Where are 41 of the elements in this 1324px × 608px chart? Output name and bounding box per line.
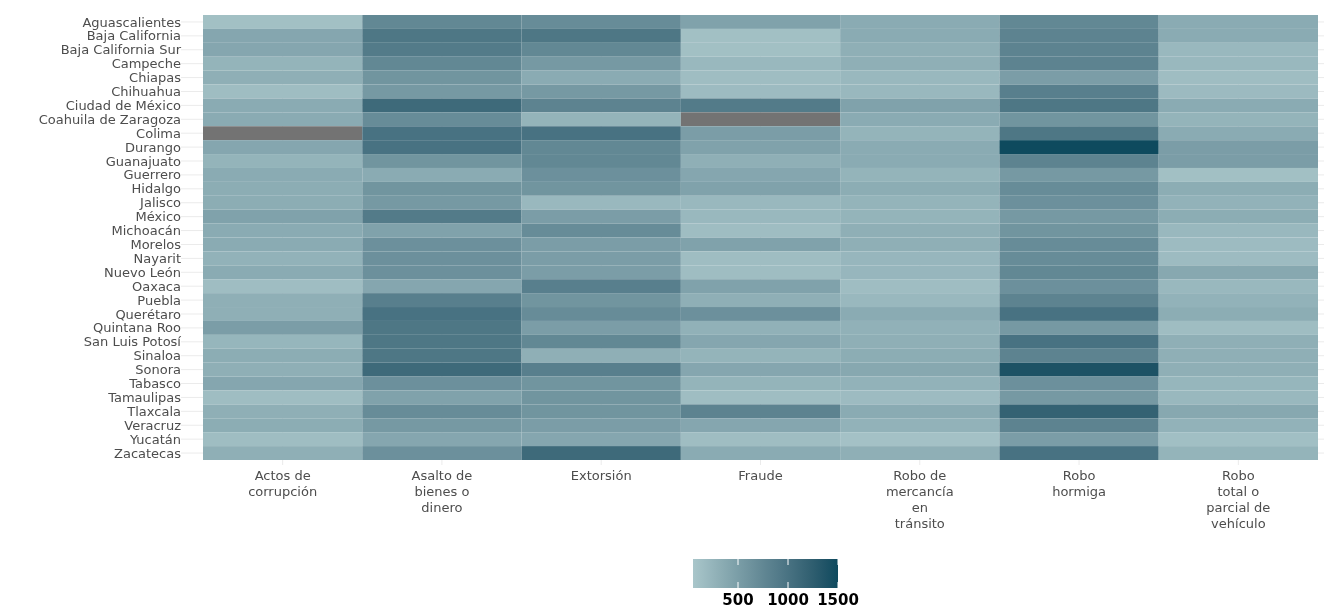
y-tick-label: Jalisco xyxy=(139,195,182,211)
y-tick-label: Oaxaca xyxy=(132,278,181,294)
y-tick-label: Veracruz xyxy=(124,417,182,433)
y-tick-label: Nayarit xyxy=(133,250,181,266)
x-tick-label: Robo total o parcial de vehículo xyxy=(1206,468,1271,531)
y-tick-label: San Luis Potosí xyxy=(83,334,182,350)
x-tick-label: Asalto de bienes o dinero xyxy=(411,468,473,515)
y-tick-label: Baja California Sur xyxy=(60,42,182,58)
y-tick-label: Campeche xyxy=(111,56,181,72)
y-tick-label: Yucatán xyxy=(128,431,181,447)
y-tick-label: Nuevo León xyxy=(104,264,181,280)
y-tick-label: Baja California xyxy=(86,28,181,44)
y-tick-label: Hidalgo xyxy=(131,181,182,197)
y-tick-label: Chihuahua xyxy=(111,84,181,100)
y-tick-label: Sonora xyxy=(135,362,181,378)
y-tick-label: Ciudad de México xyxy=(65,97,182,113)
y-tick-label: Quintana Roo xyxy=(92,320,182,336)
color-bar-label: 500 xyxy=(722,591,754,608)
y-tick-label: Coahuila de Zaragoza xyxy=(38,111,181,127)
x-tick-label: Robo hormiga xyxy=(1052,468,1106,499)
color-bar-label: 1000 xyxy=(767,591,809,608)
x-tick-label: Extorsión xyxy=(570,468,632,483)
y-tick-label: Tamaulipas xyxy=(107,389,182,405)
color-bar-label: 1500 xyxy=(817,591,859,608)
y-tick-label: Guanajuato xyxy=(105,153,182,169)
y-tick-label: Chiapas xyxy=(129,70,182,86)
y-tick-label: Puebla xyxy=(137,292,181,308)
y-tick-label: Zacatecas xyxy=(114,445,182,461)
y-tick-label: México xyxy=(135,209,182,225)
y-tick-label: Sinaloa xyxy=(133,348,181,364)
y-tick-label: Colima xyxy=(136,125,181,141)
x-tick-label: Fraude xyxy=(738,468,783,483)
x-tick-label: Robo de mercancía en tránsito xyxy=(885,468,954,531)
y-tick-label: Querétaro xyxy=(115,306,182,322)
y-tick-label: Durango xyxy=(124,139,182,155)
y-tick-label: Aguascalientes xyxy=(82,14,182,30)
y-tick-label: Michoacán xyxy=(111,223,181,239)
y-tick-label: Tabasco xyxy=(128,376,182,392)
x-tick-label: Actos de corrupción xyxy=(248,468,318,499)
y-tick-label: Guerrero xyxy=(123,167,182,183)
y-tick-label: Morelos xyxy=(130,237,182,252)
